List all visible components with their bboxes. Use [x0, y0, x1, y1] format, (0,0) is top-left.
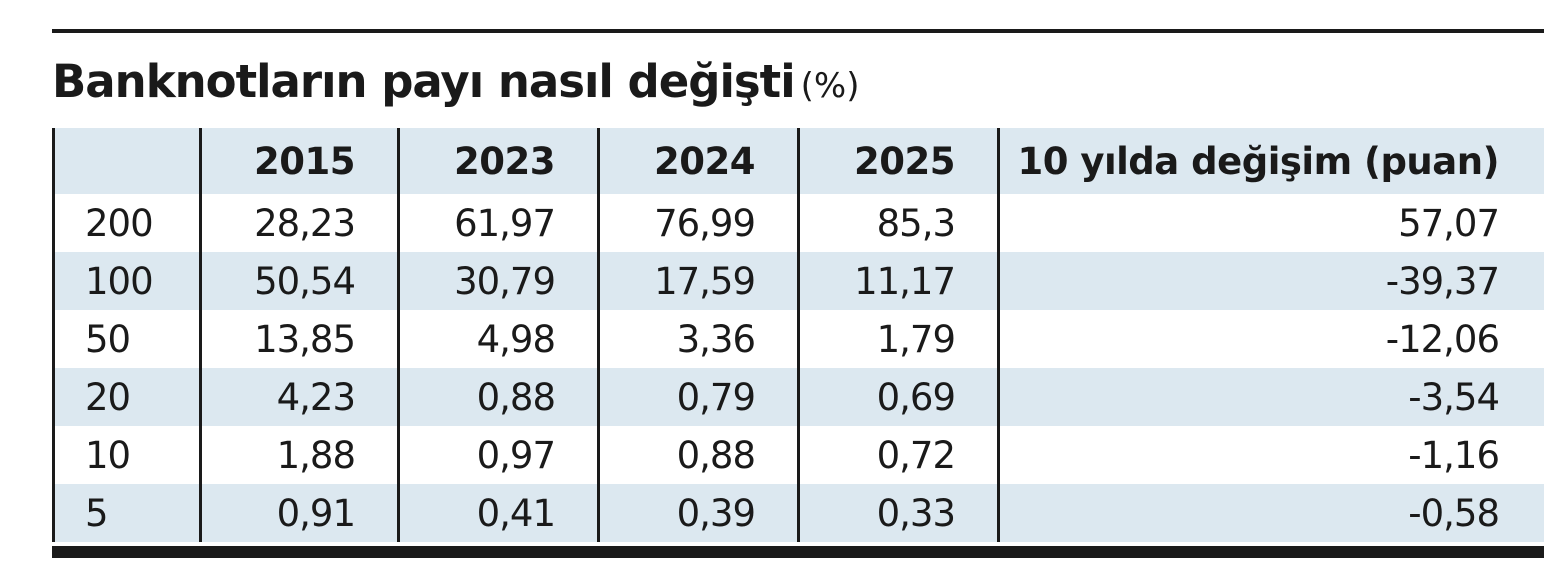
table-cell: 1,88	[199, 426, 399, 484]
table-cell: 0,72	[797, 426, 999, 484]
table-cell: 1,79	[797, 310, 999, 368]
table-cell: 0,39	[597, 484, 799, 542]
row-label: 50	[52, 310, 201, 368]
table-cell-change: -1,16	[997, 426, 1544, 484]
table-cell: 17,59	[597, 252, 799, 310]
table-cell: 85,3	[797, 194, 999, 252]
table-cell: 0,88	[397, 368, 599, 426]
table-unit: (%)	[800, 66, 860, 106]
row-label: 200	[52, 194, 201, 252]
column-header-change: 10 yılda değişim (puan)	[997, 128, 1544, 194]
table-cell: 0,69	[797, 368, 999, 426]
row-label: 100	[52, 252, 201, 310]
table-cell-change: -12,06	[997, 310, 1544, 368]
table-cell-change: 57,07	[997, 194, 1544, 252]
table-row: 5 0,91 0,41 0,39 0,33 -0,58	[52, 484, 1544, 542]
banknote-share-table: 2015 2023 2024 2025 10 yılda değişim (pu…	[52, 128, 1544, 542]
row-label: 20	[52, 368, 201, 426]
table-cell: 28,23	[199, 194, 399, 252]
table-cell: 3,36	[597, 310, 799, 368]
table-row: 10 1,88 0,97 0,88 0,72 -1,16	[52, 426, 1544, 484]
table-cell: 0,91	[199, 484, 399, 542]
table-cell: 0,33	[797, 484, 999, 542]
table-cell: 4,23	[199, 368, 399, 426]
column-header-2015: 2015	[199, 128, 399, 194]
table-row: 200 28,23 61,97 76,99 85,3 57,07	[52, 194, 1544, 252]
table-cell: 11,17	[797, 252, 999, 310]
table-cell: 0,97	[397, 426, 599, 484]
table-title: Banknotların payı nasıl değişti (%)	[52, 52, 859, 116]
column-header-2024: 2024	[597, 128, 799, 194]
table-row: 100 50,54 30,79 17,59 11,17 -39,37	[52, 252, 1544, 310]
table-cell-change: -0,58	[997, 484, 1544, 542]
table-cell: 13,85	[199, 310, 399, 368]
column-header-2023: 2023	[397, 128, 599, 194]
table-cell: 76,99	[597, 194, 799, 252]
table-cell: 0,79	[597, 368, 799, 426]
table-row: 20 4,23 0,88 0,79 0,69 -3,54	[52, 368, 1544, 426]
table-cell: 30,79	[397, 252, 599, 310]
row-label: 5	[52, 484, 201, 542]
table-cell: 4,98	[397, 310, 599, 368]
column-header-2025: 2025	[797, 128, 999, 194]
top-rule	[52, 29, 1544, 33]
column-header-denomination	[52, 128, 201, 194]
row-label: 10	[52, 426, 201, 484]
table-cell: 0,41	[397, 484, 599, 542]
table-cell: 61,97	[397, 194, 599, 252]
table-title-text: Banknotların payı nasıl değişti	[52, 55, 796, 108]
table-row: 50 13,85 4,98 3,36 1,79 -12,06	[52, 310, 1544, 368]
table-cell: 0,88	[597, 426, 799, 484]
bottom-rule	[52, 546, 1544, 558]
table-cell-change: -3,54	[997, 368, 1544, 426]
header-row: 2015 2023 2024 2025 10 yılda değişim (pu…	[52, 128, 1544, 194]
table-cell: 50,54	[199, 252, 399, 310]
table-cell-change: -39,37	[997, 252, 1544, 310]
